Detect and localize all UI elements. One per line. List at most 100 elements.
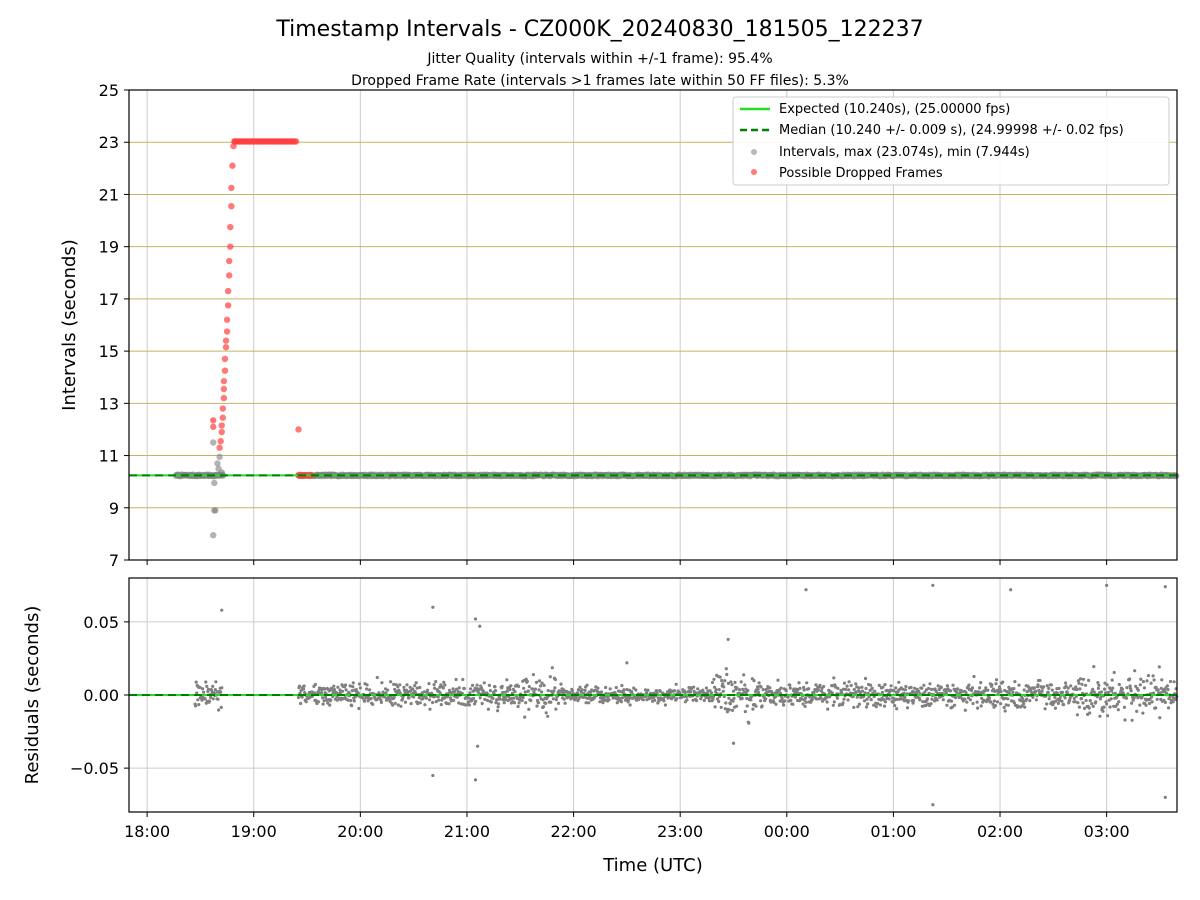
- residual-point: [980, 696, 984, 701]
- residuals-panel: 0.05 0.00 −0.05 Residuals (seconds): [22, 577, 1179, 813]
- residual-point: [760, 704, 764, 708]
- residual-point: [692, 685, 696, 689]
- residual-point: [956, 687, 960, 691]
- residual-point: [487, 683, 491, 688]
- residual-point: [600, 698, 605, 702]
- residual-point: [830, 691, 834, 695]
- residual-point: [842, 681, 847, 685]
- residual-point: [509, 684, 513, 688]
- residual-point: [525, 679, 529, 683]
- residual-point: [396, 703, 400, 707]
- residual-point: [332, 684, 336, 688]
- x-axis-label: Time (UTC): [602, 855, 703, 876]
- dropped-frame-point: [221, 367, 229, 374]
- residual-point: [618, 697, 622, 701]
- legend-median: Median (10.240 +/- 0.009 s), (24.99998 +…: [779, 123, 1124, 138]
- residual-point: [673, 689, 677, 693]
- residual-point: [725, 710, 730, 714]
- interval-point: [214, 460, 221, 467]
- residual-point: [1165, 684, 1169, 688]
- residual-point: [869, 683, 873, 687]
- residual-point: [857, 686, 861, 690]
- residual-point: [653, 698, 657, 702]
- residual-point: [513, 690, 517, 694]
- residual-point: [872, 703, 876, 707]
- residual-point: [863, 676, 868, 681]
- residual-point: [759, 699, 763, 703]
- residual-point: [220, 608, 224, 612]
- residual-point: [1101, 709, 1105, 713]
- residual-point: [219, 705, 223, 710]
- residual-point: [403, 700, 408, 704]
- residual-point: [1098, 714, 1102, 718]
- residual-point: [832, 676, 836, 680]
- residual-point: [979, 681, 983, 685]
- residual-point: [517, 684, 521, 689]
- residual-point: [963, 697, 967, 701]
- residual-point: [804, 700, 808, 704]
- residual-point: [214, 680, 218, 684]
- residual-point: [1168, 695, 1172, 699]
- residual-point: [412, 695, 416, 699]
- residual-point: [751, 707, 755, 711]
- residual-point: [427, 682, 431, 686]
- residual-point: [1064, 684, 1068, 688]
- dropped-frame-point: [220, 394, 228, 402]
- residual-point: [754, 704, 758, 708]
- residual-point: [1060, 699, 1064, 703]
- residual-point: [984, 686, 988, 690]
- residual-point: [710, 680, 715, 685]
- residual-point: [864, 705, 869, 709]
- residual-point: [745, 704, 749, 708]
- residual-point: [903, 688, 908, 692]
- residual-point: [433, 686, 437, 690]
- residual-point: [297, 684, 302, 688]
- residual-point: [1053, 706, 1057, 710]
- residual-point: [427, 698, 432, 702]
- residual-point: [891, 700, 895, 704]
- residual-point: [655, 689, 659, 693]
- residual-point: [1077, 705, 1081, 709]
- residual-point: [904, 684, 908, 689]
- residual-point: [375, 675, 379, 680]
- residual-point: [434, 680, 438, 684]
- residual-point: [1031, 695, 1035, 699]
- residuals-y-ticks: 0.05 0.00 −0.05: [70, 613, 129, 778]
- residual-point: [578, 685, 582, 689]
- residual-point: [553, 677, 558, 682]
- residuals-ylabel: Residuals (seconds): [22, 606, 43, 785]
- residual-point: [1110, 689, 1114, 693]
- residual-point: [413, 684, 417, 688]
- residual-point: [991, 702, 995, 706]
- residual-point: [634, 688, 638, 692]
- residual-point: [1117, 682, 1121, 687]
- residual-point: [546, 689, 550, 693]
- residual-point: [1142, 686, 1146, 690]
- dropped-frame-point: [228, 184, 235, 192]
- residual-point: [556, 701, 561, 706]
- residual-point: [788, 683, 792, 687]
- residual-point: [1136, 688, 1140, 692]
- residual-point: [742, 673, 746, 677]
- residual-point: [540, 681, 544, 685]
- residual-point: [860, 689, 865, 693]
- dropped-frame-point: [216, 444, 223, 451]
- residual-point: [895, 707, 899, 711]
- residual-point: [418, 685, 422, 690]
- residual-point: [951, 683, 955, 687]
- residual-point: [683, 690, 687, 695]
- residual-point: [852, 705, 856, 710]
- residual-point: [1106, 714, 1110, 718]
- residual-point: [496, 709, 500, 713]
- residual-point: [928, 682, 932, 686]
- residual-point: [714, 688, 718, 692]
- residual-point: [740, 696, 744, 701]
- intervals-y-tick-label: 11: [99, 447, 119, 466]
- residual-point: [992, 699, 997, 703]
- residual-point: [1011, 690, 1015, 694]
- dropped-frame-point: [218, 428, 225, 436]
- residual-point: [743, 683, 747, 687]
- residual-point: [1080, 682, 1084, 687]
- intervals-y-tick-label: 15: [99, 342, 119, 361]
- residual-point: [793, 695, 798, 699]
